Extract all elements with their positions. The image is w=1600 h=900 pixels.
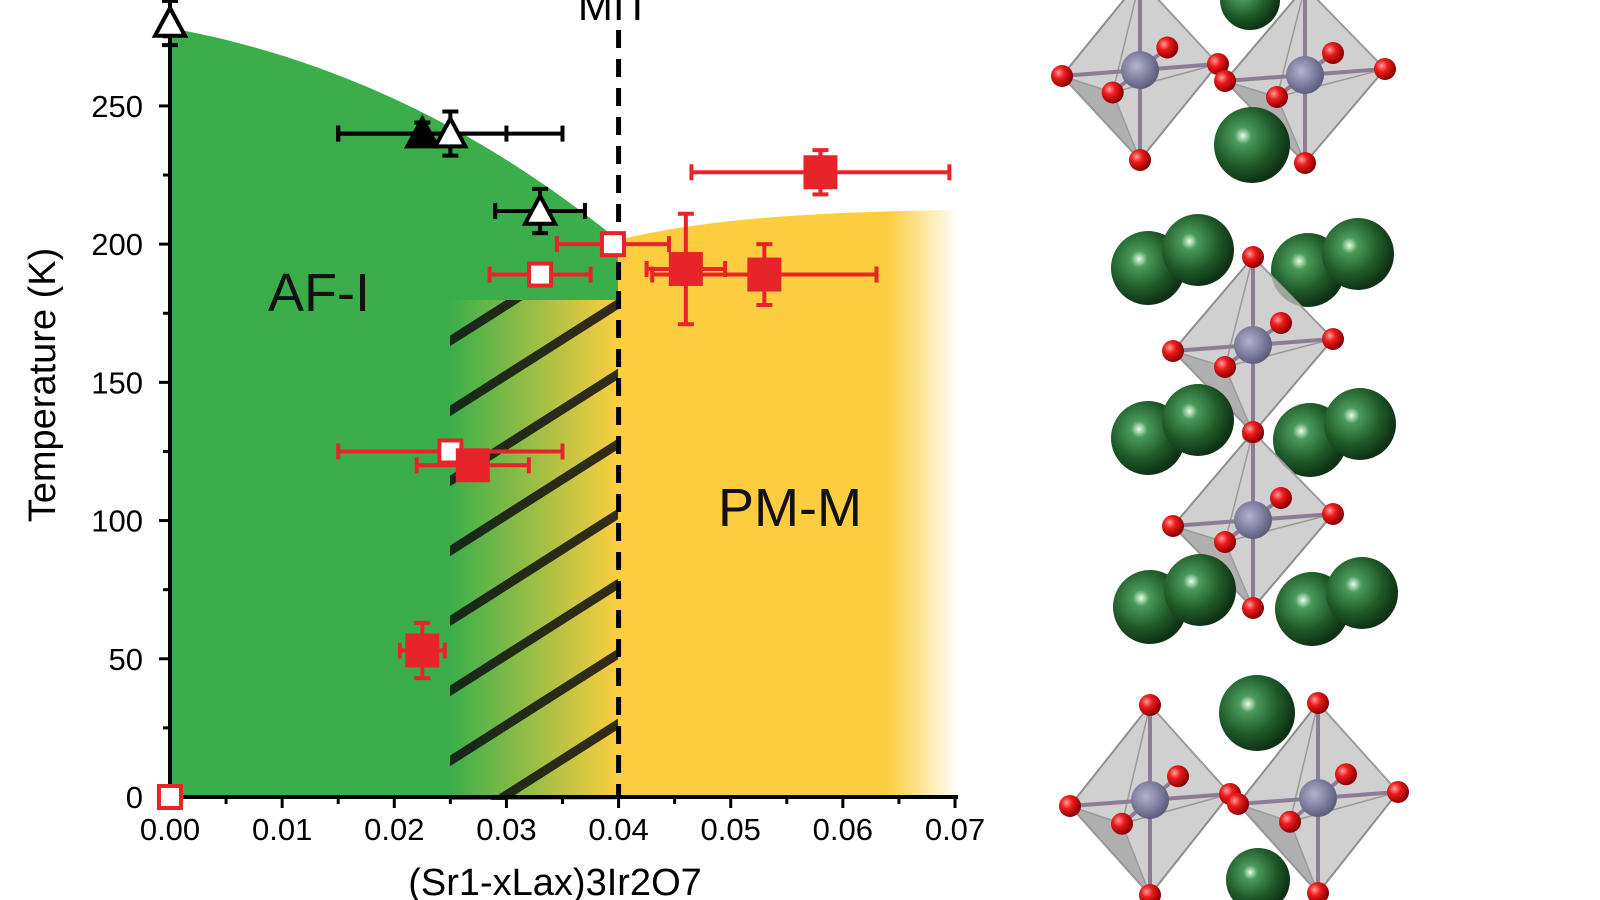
square-marker xyxy=(803,155,838,190)
square-marker xyxy=(527,261,554,288)
x-tick-label: 0.05 xyxy=(701,812,761,847)
y-tick-label: 150 xyxy=(91,365,143,400)
oxygen-atom xyxy=(1214,531,1236,553)
y-tick-label: 100 xyxy=(91,504,143,539)
oxygen-atom xyxy=(1242,246,1264,268)
sr-atom xyxy=(1162,214,1234,286)
oxygen-atom xyxy=(1162,340,1184,362)
triangle-marker xyxy=(403,114,441,149)
oxygen-atom xyxy=(1322,42,1344,64)
sr-atom xyxy=(1164,554,1236,626)
oxygen-atom xyxy=(1374,58,1396,80)
oxygen-atom xyxy=(1156,36,1179,59)
oxygen-atom xyxy=(1294,152,1316,174)
square-marker xyxy=(455,448,490,483)
oxygen-atom xyxy=(1270,312,1292,334)
oxygen-atom xyxy=(1139,694,1161,716)
square-marker xyxy=(668,252,703,287)
oxygen-atom xyxy=(1227,793,1249,815)
square-marker xyxy=(747,257,782,292)
mit-label: MIT xyxy=(578,0,650,29)
oxygen-atom xyxy=(1139,884,1161,900)
oxygen-atom xyxy=(1335,763,1357,786)
oxygen-atom xyxy=(1307,882,1329,900)
x-tick-label: 0.00 xyxy=(140,812,200,847)
tick-labels: 0.00 0.01 0.02 0.03 0.04 0.05 0.06 0.07 0 50 100 15… xyxy=(91,89,985,847)
pm-m-label: PM-M xyxy=(718,478,862,538)
oxygen-atom xyxy=(1387,781,1409,803)
oxygen-atom xyxy=(1162,515,1184,537)
oxygen-atom xyxy=(1167,765,1189,788)
oxygen-atom xyxy=(1242,597,1264,619)
oxygen-atom xyxy=(1279,810,1301,833)
oxygen-atom xyxy=(1266,86,1288,108)
sr-atom xyxy=(1214,107,1290,183)
oxygen-atom xyxy=(1307,692,1329,714)
sr-atom xyxy=(1220,0,1280,30)
ir-octahedron xyxy=(1059,0,1220,162)
triangle-marker xyxy=(432,114,469,149)
phase-regions xyxy=(170,28,958,800)
x-tick-label: 0.02 xyxy=(364,812,424,847)
oxygen-atom xyxy=(1322,328,1344,350)
sr-atom xyxy=(1219,675,1295,751)
x-tick-label: 0.06 xyxy=(813,812,873,847)
square-marker xyxy=(599,231,626,258)
triangle-marker xyxy=(151,3,189,38)
oxygen-atom xyxy=(1129,149,1151,171)
y-tick-label: 250 xyxy=(91,89,143,124)
oxygen-atom xyxy=(1270,487,1292,509)
x-tick-label: 0.07 xyxy=(925,812,985,847)
tick-marks xyxy=(159,35,957,808)
oxygen-atom xyxy=(1059,795,1081,817)
oxygen-atom xyxy=(1214,70,1236,92)
square-marker xyxy=(157,784,183,810)
oxygen-atom xyxy=(1051,65,1073,87)
x-tick-label: 0.03 xyxy=(476,812,536,847)
sr-atom xyxy=(1324,388,1396,460)
y-tick-label: 0 xyxy=(126,780,143,815)
sr-atom xyxy=(1322,218,1394,290)
crossover-region xyxy=(450,300,618,800)
ir-octahedron xyxy=(1067,703,1232,897)
sr-atom xyxy=(1162,384,1234,456)
oxygen-atom xyxy=(1111,812,1133,835)
x-axis-label: (Sr1-xLax)3Ir2O7 xyxy=(408,862,702,900)
x-tick-label: 0.01 xyxy=(252,812,312,847)
oxygen-atom xyxy=(1214,356,1236,378)
oxygen-atom xyxy=(1322,503,1344,525)
af-i-region xyxy=(170,28,618,797)
y-tick-label: 200 xyxy=(91,227,143,262)
oxygen-atom xyxy=(1207,53,1229,75)
af-i-label: AF-I xyxy=(268,263,370,323)
x-tick-label: 0.04 xyxy=(588,812,648,847)
y-axis-label: Temperature (K) xyxy=(22,248,64,523)
sr-atom xyxy=(1226,848,1290,900)
oxygen-atom xyxy=(1101,81,1124,104)
square-marker xyxy=(405,633,440,668)
y-tick-label: 50 xyxy=(109,642,143,677)
crystal-structure-illustration xyxy=(1051,0,1409,900)
triangle-marker xyxy=(521,191,559,226)
oxygen-atom xyxy=(1242,421,1264,443)
data-markers xyxy=(151,3,838,810)
sr-atom xyxy=(1326,557,1398,629)
